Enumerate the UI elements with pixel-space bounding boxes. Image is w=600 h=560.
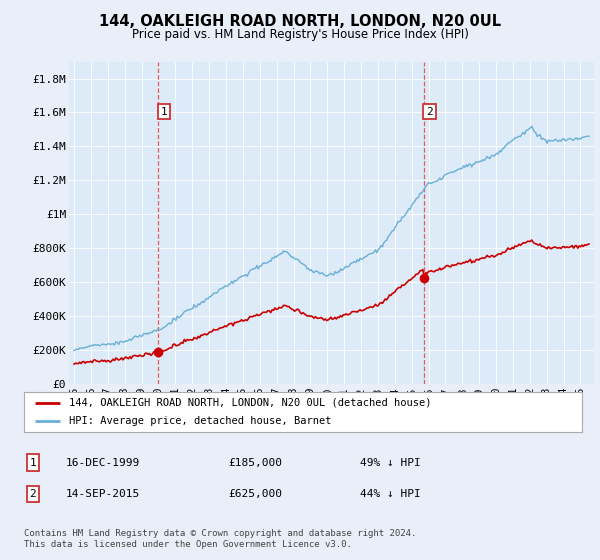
Text: Contains HM Land Registry data © Crown copyright and database right 2024.
This d: Contains HM Land Registry data © Crown c… bbox=[24, 529, 416, 549]
Text: £625,000: £625,000 bbox=[228, 489, 282, 499]
Text: 44% ↓ HPI: 44% ↓ HPI bbox=[360, 489, 421, 499]
Text: 1: 1 bbox=[160, 106, 167, 116]
Text: HPI: Average price, detached house, Barnet: HPI: Average price, detached house, Barn… bbox=[68, 417, 331, 426]
Text: 144, OAKLEIGH ROAD NORTH, LONDON, N20 0UL (detached house): 144, OAKLEIGH ROAD NORTH, LONDON, N20 0U… bbox=[68, 398, 431, 408]
Text: Price paid vs. HM Land Registry's House Price Index (HPI): Price paid vs. HM Land Registry's House … bbox=[131, 28, 469, 41]
Text: 1: 1 bbox=[29, 458, 37, 468]
Text: 2: 2 bbox=[426, 106, 433, 116]
Text: £185,000: £185,000 bbox=[228, 458, 282, 468]
Text: 2: 2 bbox=[29, 489, 37, 499]
Text: 49% ↓ HPI: 49% ↓ HPI bbox=[360, 458, 421, 468]
Text: 14-SEP-2015: 14-SEP-2015 bbox=[66, 489, 140, 499]
Text: 16-DEC-1999: 16-DEC-1999 bbox=[66, 458, 140, 468]
Text: 144, OAKLEIGH ROAD NORTH, LONDON, N20 0UL: 144, OAKLEIGH ROAD NORTH, LONDON, N20 0U… bbox=[99, 14, 501, 29]
